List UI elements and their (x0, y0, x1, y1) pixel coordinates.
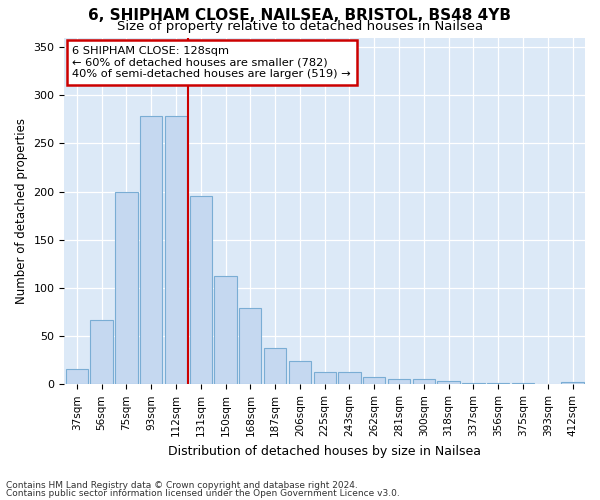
Bar (314, 372, 336, 384)
Bar (239, 308, 262, 384)
Bar (91, 320, 113, 384)
Bar (562, 382, 584, 384)
Bar (264, 348, 286, 385)
Bar (140, 116, 163, 384)
Y-axis label: Number of detached properties: Number of detached properties (15, 118, 28, 304)
Bar (214, 276, 236, 384)
Text: Contains public sector information licensed under the Open Government Licence v3: Contains public sector information licen… (6, 488, 400, 498)
Bar (363, 376, 385, 384)
Text: 6, SHIPHAM CLOSE, NAILSEA, BRISTOL, BS48 4YB: 6, SHIPHAM CLOSE, NAILSEA, BRISTOL, BS48… (89, 8, 511, 22)
Bar (338, 372, 361, 384)
Text: Contains HM Land Registry data © Crown copyright and database right 2024.: Contains HM Land Registry data © Crown c… (6, 481, 358, 490)
Bar (289, 361, 311, 384)
Bar (115, 192, 137, 384)
Text: 6 SHIPHAM CLOSE: 128sqm
← 60% of detached houses are smaller (782)
40% of semi-d: 6 SHIPHAM CLOSE: 128sqm ← 60% of detache… (72, 46, 351, 80)
Bar (65, 369, 88, 384)
Bar (413, 378, 435, 384)
Bar (437, 382, 460, 384)
X-axis label: Distribution of detached houses by size in Nailsea: Distribution of detached houses by size … (168, 444, 481, 458)
Bar (388, 378, 410, 384)
Text: Size of property relative to detached houses in Nailsea: Size of property relative to detached ho… (117, 20, 483, 33)
Bar (190, 196, 212, 384)
Bar (165, 116, 187, 384)
